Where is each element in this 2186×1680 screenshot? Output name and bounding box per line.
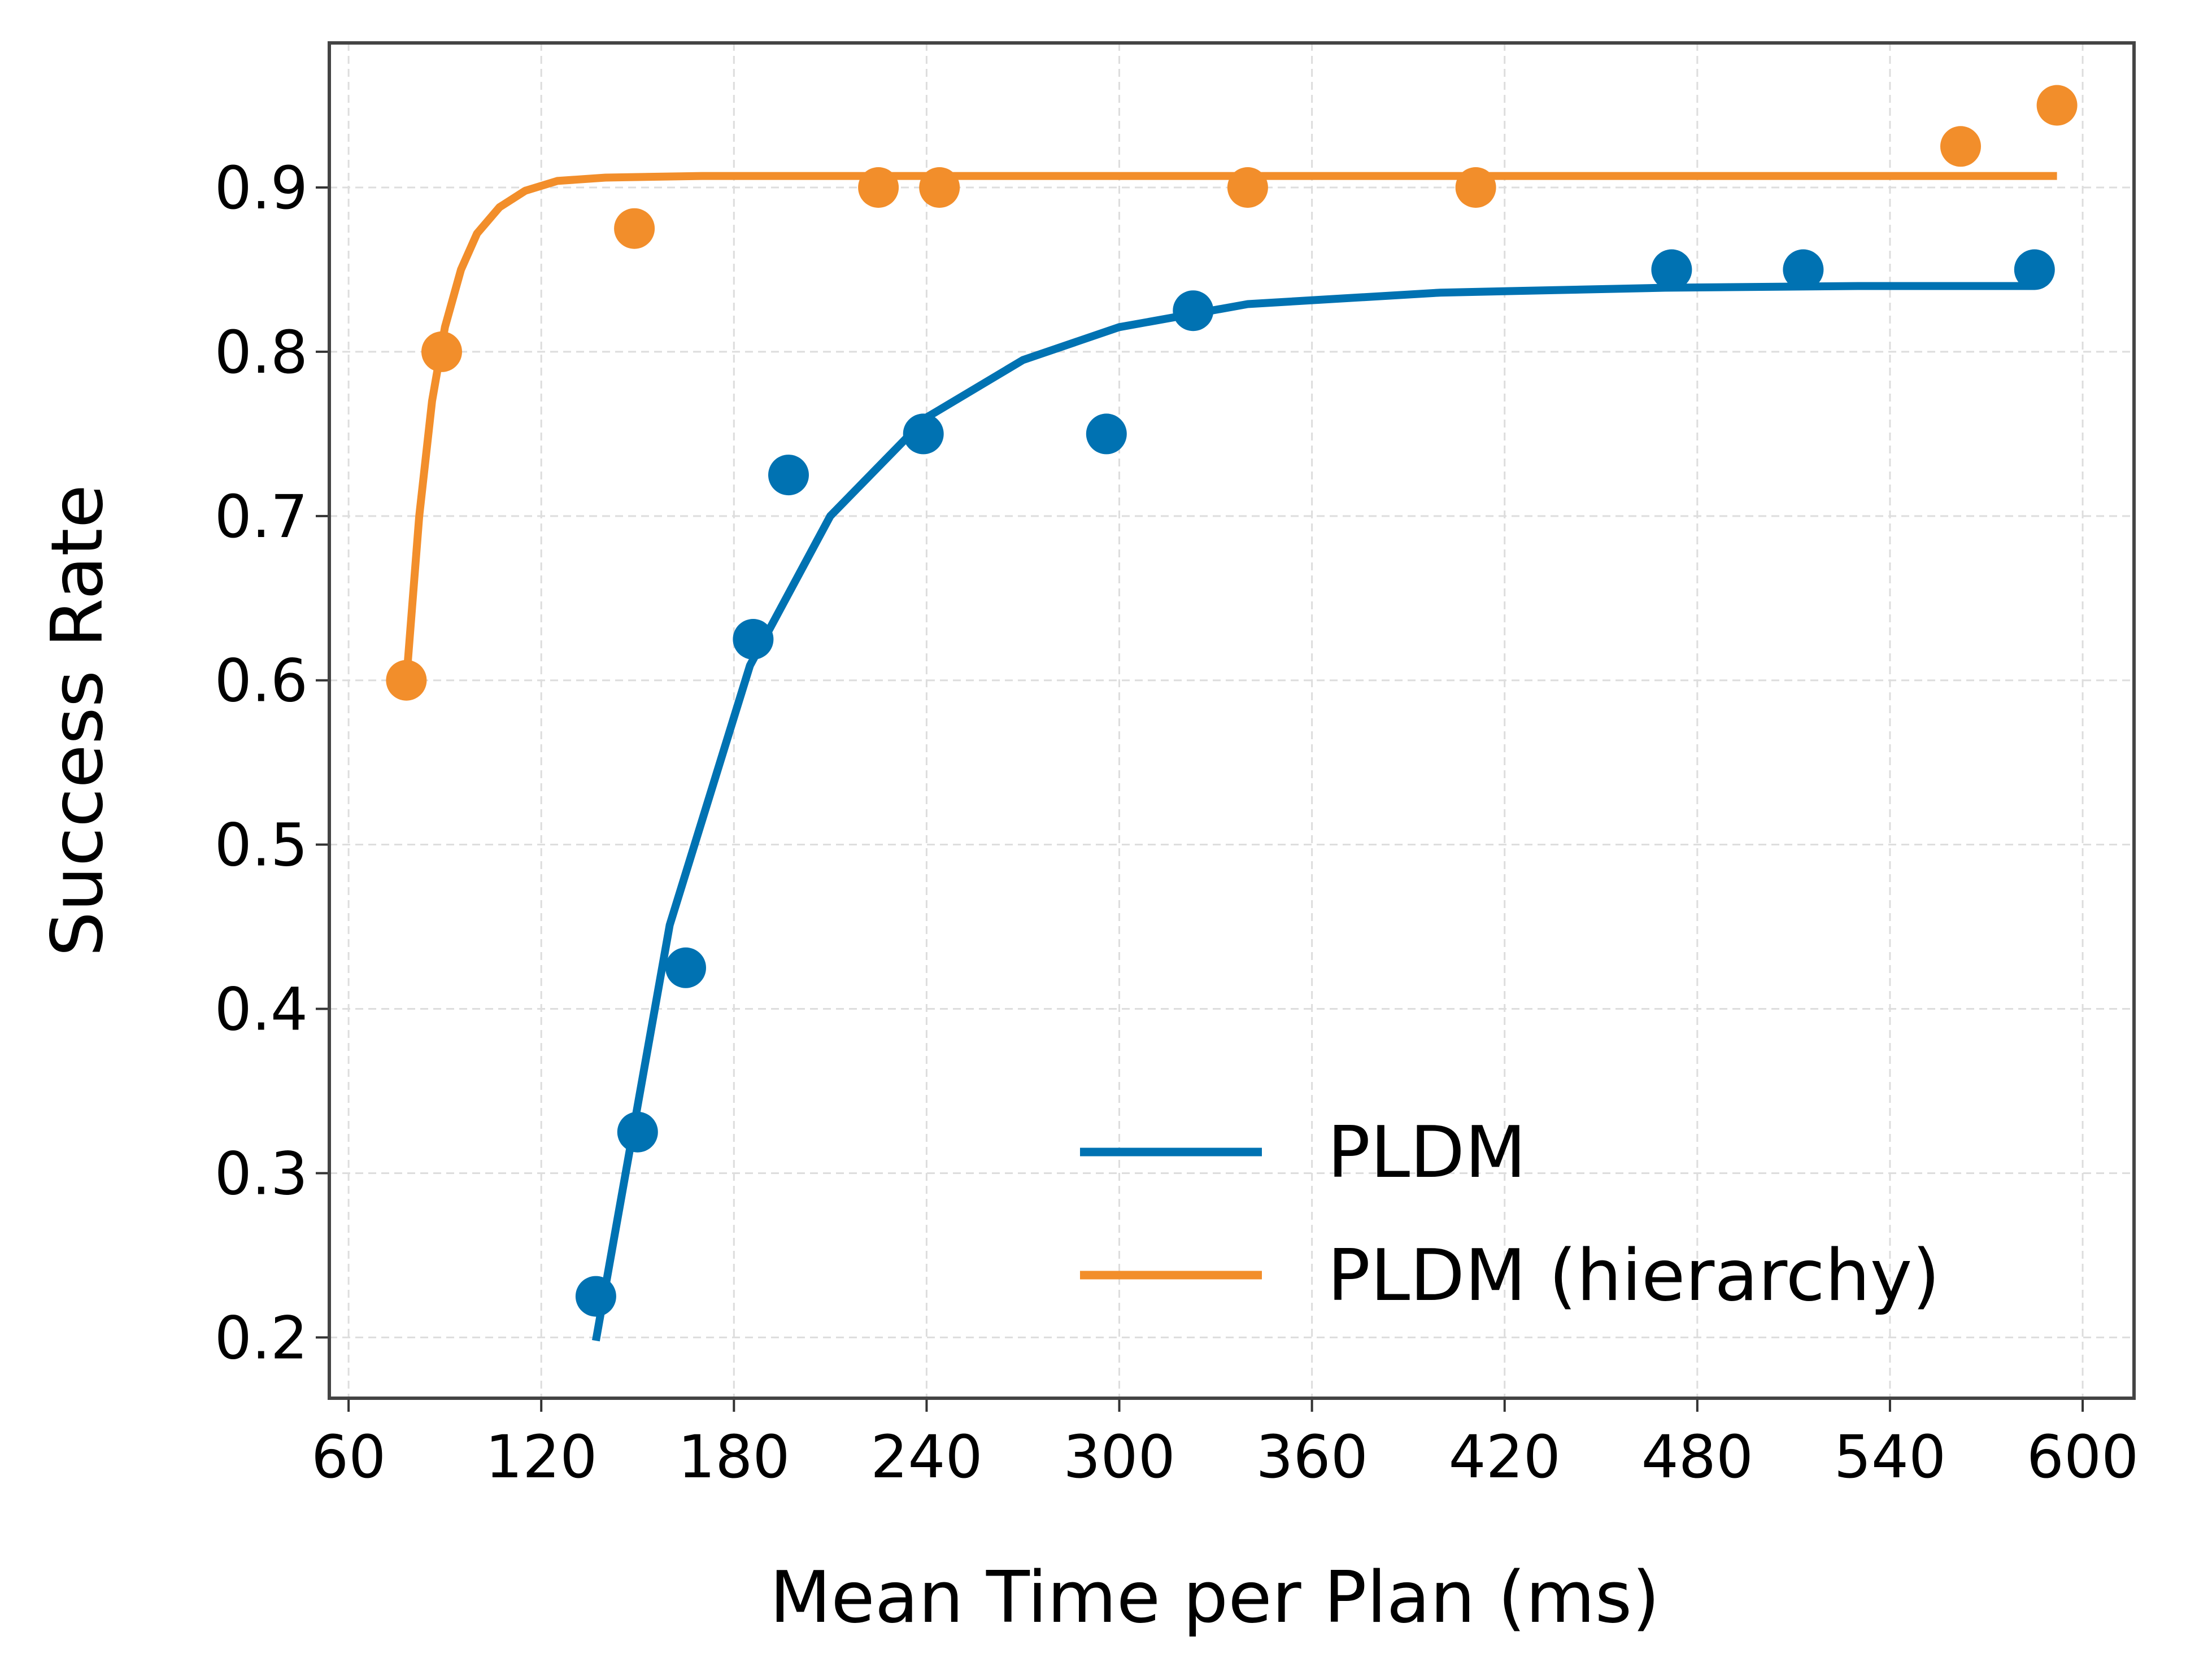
y-tick-label: 0.6 — [215, 647, 308, 715]
y-tick-label: 0.7 — [215, 482, 308, 551]
y-tick-label: 0.2 — [215, 1303, 308, 1372]
data-point-pldm — [733, 619, 774, 660]
data-point-pldm-hierarchy — [386, 660, 427, 701]
data-point-pldm — [1783, 249, 1824, 290]
data-point-pldm — [768, 455, 809, 496]
data-point-pldm — [575, 1276, 616, 1317]
fit-curve-pldm-hierarchy — [402, 172, 2057, 681]
x-tick-label: 60 — [311, 1422, 386, 1491]
y-tick-label: 0.9 — [215, 154, 308, 222]
data-point-pldm-hierarchy — [919, 167, 960, 208]
y-tick-label: 0.4 — [215, 975, 308, 1044]
fit-curves — [402, 172, 2057, 1342]
data-point-pldm-hierarchy — [1455, 167, 1496, 208]
x-tick-label: 240 — [870, 1422, 983, 1491]
y-tick-label: 0.5 — [215, 811, 308, 880]
axis-ticks: 60 120 180 240 300 360 420 480 540 600 0.2 0.3 0.4 0.… — [215, 154, 2139, 1491]
data-point-pldm — [617, 1111, 658, 1153]
data-point-pldm — [665, 947, 706, 988]
data-point-pldm — [1651, 249, 1692, 290]
data-point-pldm — [1173, 290, 1214, 331]
data-point-pldm-hierarchy — [614, 208, 655, 249]
x-tick-label: 300 — [1063, 1422, 1175, 1491]
legend: PLDM PLDM (hierarchy) — [1080, 1111, 1940, 1317]
fit-curve-pldm — [592, 282, 2035, 1342]
data-point-pldm — [2014, 249, 2055, 290]
legend-label-pldm-hierarchy: PLDM (hierarchy) — [1327, 1234, 1940, 1317]
x-tick-label: 120 — [485, 1422, 598, 1491]
data-point-pldm — [1086, 413, 1127, 455]
x-tick-label: 180 — [678, 1422, 790, 1491]
data-point-pldm-hierarchy — [858, 167, 899, 208]
x-tick-label: 420 — [1448, 1422, 1561, 1491]
data-points — [386, 85, 2078, 1317]
x-tick-label: 600 — [2027, 1422, 2139, 1491]
legend-label-pldm: PLDM — [1327, 1111, 1526, 1194]
x-tick-label: 480 — [1641, 1422, 1754, 1491]
data-point-pldm-hierarchy — [421, 331, 462, 372]
data-point-pldm-hierarchy — [1227, 167, 1268, 208]
y-tick-label: 0.8 — [215, 318, 308, 387]
y-tick-label: 0.3 — [215, 1139, 308, 1208]
data-point-pldm-hierarchy — [2036, 85, 2078, 126]
grid — [329, 43, 2134, 1398]
x-tick-label: 540 — [1834, 1422, 1947, 1491]
data-point-pldm-hierarchy — [1940, 126, 1981, 167]
y-axis-title: Success Rate — [36, 485, 119, 957]
x-tick-label: 360 — [1256, 1422, 1368, 1491]
data-point-pldm — [903, 413, 944, 455]
x-axis-title: Mean Time per Plan (ms) — [770, 1556, 1660, 1639]
plot-frame — [328, 41, 2136, 1400]
